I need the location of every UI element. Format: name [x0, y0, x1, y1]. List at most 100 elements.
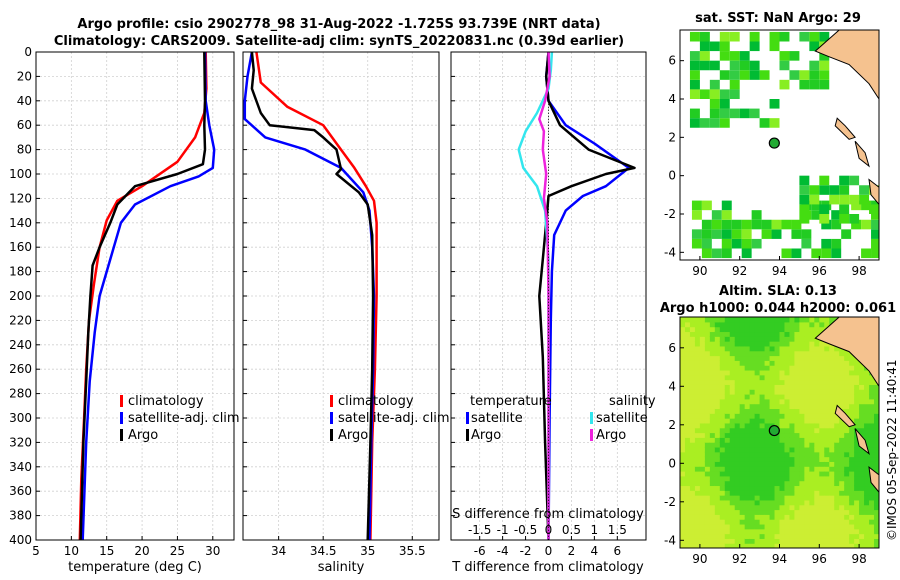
map-cell: [774, 538, 781, 544]
sst-cell: [759, 70, 770, 80]
map-cell: [729, 369, 736, 376]
sst-cell: [809, 60, 820, 71]
map-cell: [680, 398, 686, 405]
map-cell: [799, 350, 805, 357]
map-field: [680, 317, 879, 548]
map-cell: [774, 418, 781, 424]
map-cell: [680, 408, 686, 414]
map-cell: [869, 422, 875, 429]
map-cell: [689, 519, 696, 525]
map-cell: [699, 533, 706, 539]
map-cell: [824, 480, 830, 487]
map-cell: [699, 331, 706, 337]
map-cell: [839, 480, 845, 487]
map-cell: [824, 384, 830, 390]
map-cell: [839, 538, 845, 544]
map-cell: [819, 519, 825, 525]
map-cell: [739, 427, 746, 434]
map-cell: [764, 461, 771, 467]
map-cell: [680, 499, 686, 506]
sst-cell: [769, 99, 780, 109]
map-cell: [859, 369, 865, 376]
map-cell: [849, 466, 855, 472]
map-cell: [759, 499, 766, 506]
map-cell: [794, 456, 800, 462]
map-cell: [764, 379, 771, 385]
map-cell: [809, 418, 815, 424]
map-cell: [729, 471, 736, 477]
map-cell: [754, 360, 761, 366]
sst-cell: [831, 238, 842, 249]
map-cell: [779, 538, 786, 544]
map-cell: [839, 418, 845, 424]
map-cell: [680, 317, 686, 323]
map-cell: [844, 365, 850, 371]
ytick-label: 220: [9, 313, 32, 327]
map-cell: [724, 509, 731, 515]
map-cell: [829, 408, 835, 414]
legend-swatch-argo: [330, 429, 333, 441]
map-cell: [844, 355, 850, 361]
map-cell: [734, 341, 741, 347]
map-cell: [759, 437, 766, 443]
map-cell: [849, 374, 855, 381]
map-cell: [759, 389, 766, 395]
map-cell: [779, 471, 786, 477]
map-cell: [680, 504, 686, 511]
map-cell: [724, 490, 731, 496]
map-cell: [819, 543, 825, 548]
map-cell: [829, 471, 835, 477]
land-island: [854, 428, 870, 456]
map-cell: [844, 504, 850, 511]
map-cell: [804, 485, 810, 491]
sst-cell: [741, 219, 752, 230]
map-cell: [839, 389, 845, 395]
map-cell: [804, 331, 810, 337]
sst-cell: [821, 248, 832, 259]
sst-cell: [741, 229, 752, 239]
map-cell: [704, 471, 711, 477]
map-cell: [694, 528, 701, 535]
map-cell: [829, 533, 835, 539]
map-cell: [684, 365, 691, 371]
map-cell: [769, 384, 776, 390]
map-cell: [714, 317, 721, 323]
map-cell: [719, 519, 726, 525]
map-cell: [709, 538, 716, 544]
map-cell: [699, 446, 706, 453]
map-cell: [794, 519, 800, 525]
map-cell: [844, 437, 850, 443]
map-cell: [724, 360, 731, 366]
map-cell: [834, 475, 840, 482]
map-cell: [819, 345, 825, 352]
map-cell: [774, 355, 781, 361]
sst-cell: [839, 194, 850, 205]
map-cell: [769, 360, 776, 366]
map-cell: [799, 509, 805, 515]
map-cell: [729, 437, 736, 443]
map-cell: [734, 514, 741, 520]
map-cell: [859, 418, 865, 424]
map-cell: [724, 427, 731, 434]
map-cell: [684, 398, 691, 405]
map-cell: [844, 456, 850, 462]
map-cell: [779, 345, 786, 352]
map-cell: [829, 374, 835, 381]
map-cell: [814, 360, 820, 366]
ytick-label: -4: [664, 533, 676, 547]
map-cell: [680, 480, 686, 487]
map-cell: [724, 384, 731, 390]
map-cell: [809, 543, 815, 548]
map-cell: [704, 499, 711, 506]
map-cell: [684, 331, 691, 337]
map-cell: [734, 509, 741, 515]
map-cell: [734, 384, 741, 390]
map-cell: [824, 538, 830, 544]
map-cell: [729, 485, 736, 491]
map-cell: [689, 485, 696, 491]
map-cell: [729, 432, 736, 438]
sst-cell: [699, 51, 710, 61]
map-cell: [874, 384, 879, 390]
map-cell: [729, 321, 736, 328]
map-cell: [749, 446, 756, 453]
